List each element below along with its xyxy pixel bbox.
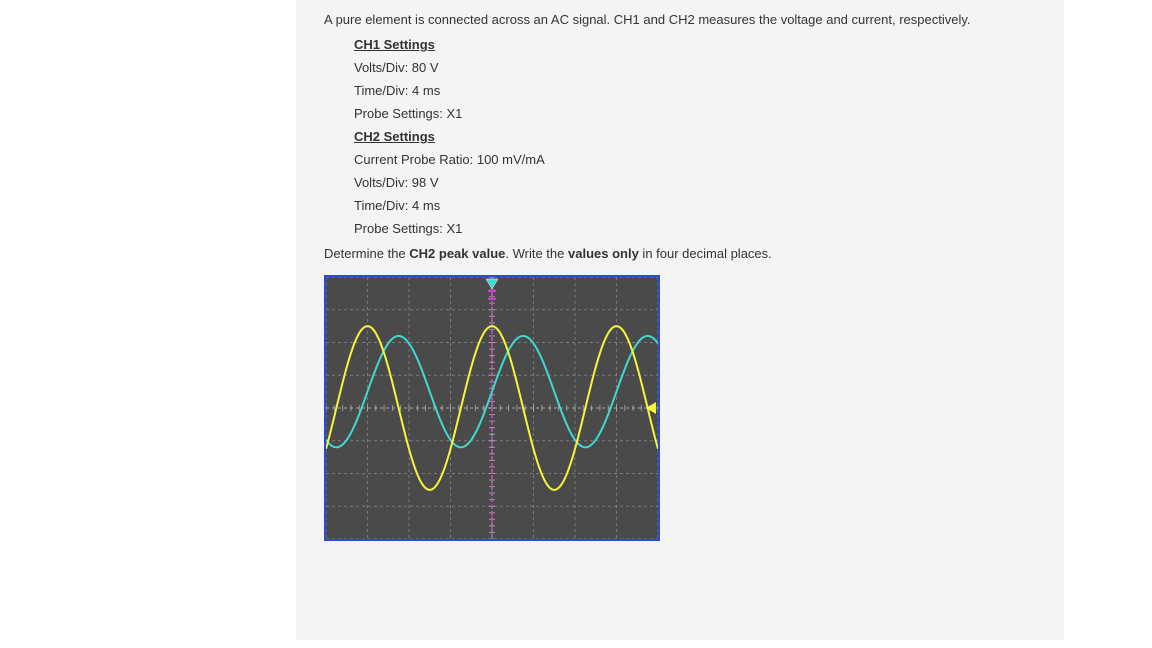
- oscilloscope-display: [324, 275, 660, 541]
- settings-block: CH1 Settings Volts/Div: 80 V Time/Div: 4…: [354, 37, 1048, 236]
- ch1-volts-div: Volts/Div: 80 V: [354, 60, 1048, 75]
- ch1-probe: Probe Settings: X1: [354, 106, 1048, 121]
- ch2-probe: Probe Settings: X1: [354, 221, 1048, 236]
- ch2-probe-ratio: Current Probe Ratio: 100 mV/mA: [354, 152, 1048, 167]
- ch2-time-div: Time/Div: 4 ms: [354, 198, 1048, 213]
- question-text: Determine the CH2 peak value. Write the …: [324, 246, 1048, 261]
- question-suffix: in four decimal places.: [639, 246, 772, 261]
- question-mid: . Write the: [505, 246, 568, 261]
- question-bold2: values only: [568, 246, 639, 261]
- ch1-time-div: Time/Div: 4 ms: [354, 83, 1048, 98]
- ch2-volts-div: Volts/Div: 98 V: [354, 175, 1048, 190]
- intro-text: A pure element is connected across an AC…: [324, 12, 1048, 27]
- question-panel: A pure element is connected across an AC…: [296, 0, 1064, 640]
- question-bold1: CH2 peak value: [409, 246, 505, 261]
- question-prefix: Determine the: [324, 246, 409, 261]
- oscilloscope-svg: [326, 277, 658, 539]
- ch1-heading: CH1 Settings: [354, 37, 1048, 52]
- ch2-heading: CH2 Settings: [354, 129, 1048, 144]
